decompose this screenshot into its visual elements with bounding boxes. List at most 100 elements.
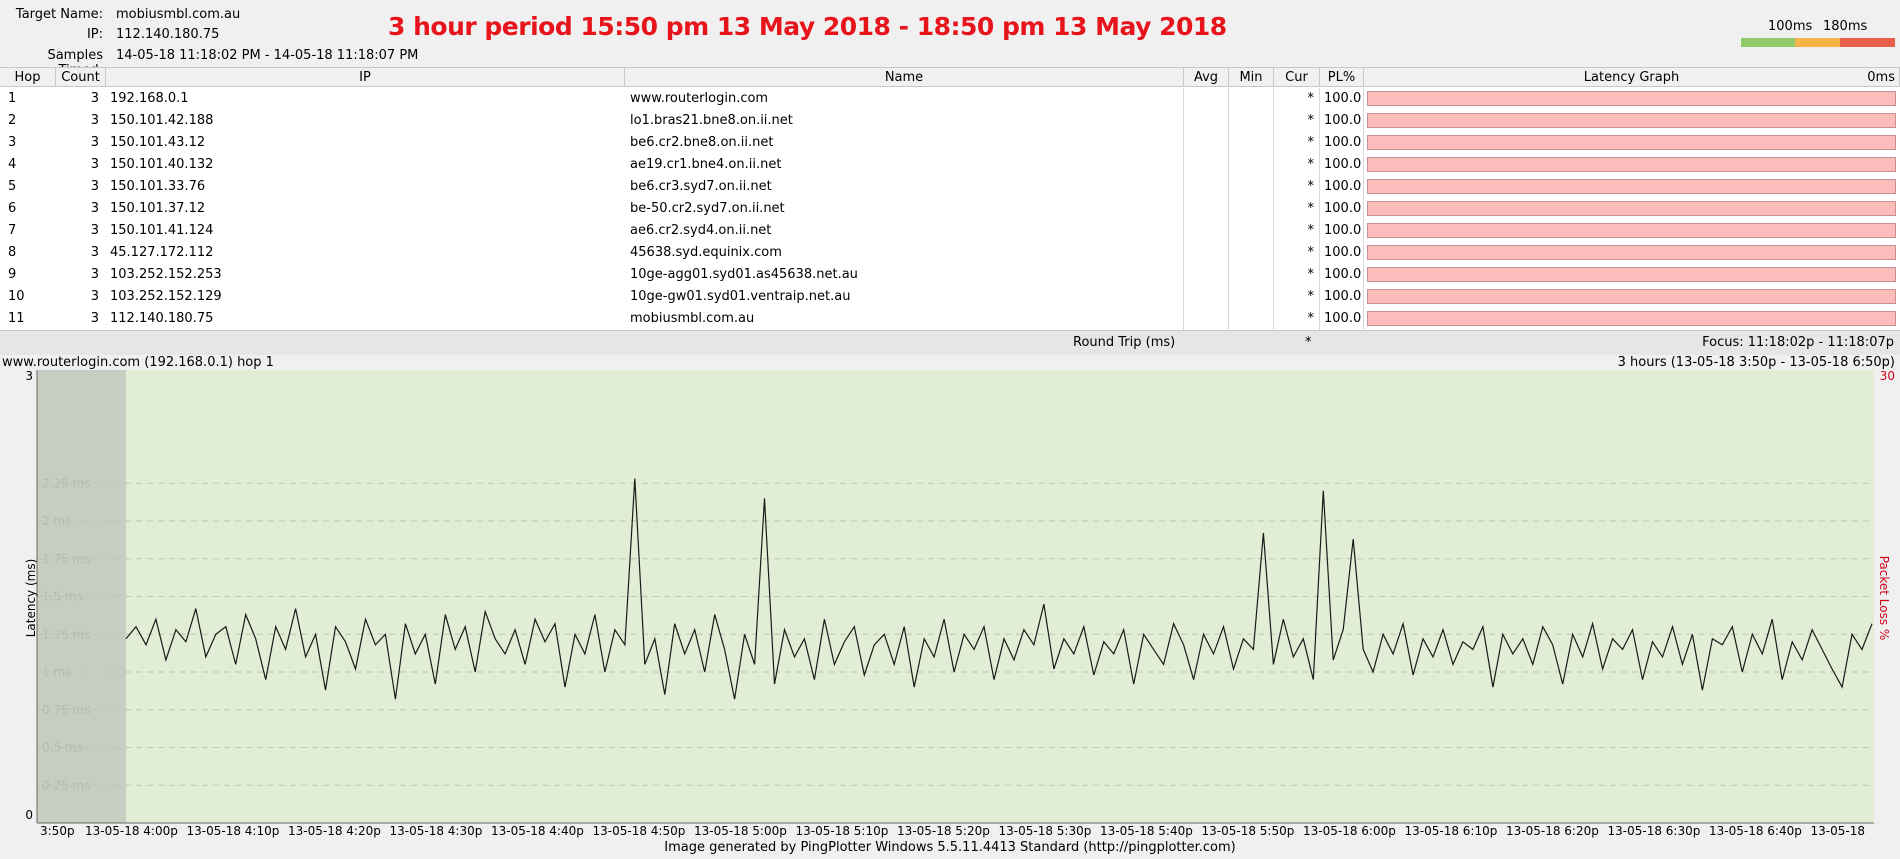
col-header-latency-graph[interactable]: Latency Graph 0ms [1364,67,1900,87]
latency-bar [1367,179,1896,194]
latency-graph-scale-0ms: 0ms [1867,70,1895,85]
table-row[interactable]: 5 3 150.101.33.76 be6.cr3.syd7.on.ii.net * 10… [0,176,1900,198]
cur-cell: * [1307,135,1315,150]
table-row[interactable]: 3 3 150.101.43.12 be6.cr2.bne8.on.ii.net * 10… [0,132,1900,154]
column-divider [1228,88,1229,330]
name-cell: be6.cr3.syd7.on.ii.net [630,179,772,194]
col-header-ip[interactable]: IP [106,67,625,87]
col-header-count[interactable]: Count [56,67,106,87]
count-cell: 3 [90,113,99,128]
latency-bar [1367,289,1896,304]
x-tick-label: 13-05-18 [1811,824,1865,838]
pl-cell: 100.0 [1324,245,1362,260]
graph-title-right: 3 hours (13-05-18 3:50p - 13-05-18 6:50p… [1617,355,1895,370]
y-tick-label: 2.25 ms [42,476,90,490]
latency-series-line [125,478,1873,700]
legend-bar-red [1840,38,1895,47]
hop-cell: 7 [8,223,17,238]
cur-cell: * [1307,113,1315,128]
count-cell: 3 [90,135,99,150]
latency-bar [1367,113,1896,128]
table-row[interactable]: 10 3 103.252.152.129 10ge-gw01.syd01.ventra… [0,286,1900,308]
legend-label-100ms: 100ms [1768,19,1813,34]
x-tick-label: 13-05-18 5:40p [1100,824,1193,838]
hop-cell: 6 [8,201,17,216]
ip-cell: 45.127.172.112 [110,245,214,260]
round-trip-label: Round Trip (ms) [1073,335,1176,350]
x-tick-label: 13-05-18 6:40p [1709,824,1802,838]
round-trip-cur: * [1305,335,1312,350]
y-tick-label: 1.75 ms [42,552,90,566]
ip-cell: 103.252.152.129 [110,289,222,304]
name-cell: mobiusmbl.com.au [630,311,755,326]
column-divider [1319,88,1320,330]
table-row[interactable]: 11 3 112.140.180.75 mobiusmbl.com.au * 100.0 [0,308,1900,330]
x-tick-label: 13-05-18 5:00p [694,824,787,838]
count-cell: 3 [90,267,99,282]
latency-graph-title: Latency Graph [1583,70,1680,85]
cur-cell: * [1307,289,1315,304]
col-header-name[interactable]: Name [625,67,1184,87]
col-header-cur[interactable]: Cur [1274,67,1320,87]
cur-cell: * [1307,157,1315,172]
pl-cell: 100.0 [1324,311,1362,326]
y-tick-label: 2 ms [42,514,71,528]
latency-bar [1367,223,1896,238]
column-divider [1363,88,1364,330]
ip-cell: 192.168.0.1 [110,91,189,106]
pl-cell: 100.0 [1324,201,1362,216]
name-cell: be6.cr2.bne8.on.ii.net [630,135,774,150]
table-row[interactable]: 2 3 150.101.42.188 lo1.bras21.bne8.on.ii.ne… [0,110,1900,132]
packet-loss-axis-title: Packet Loss % [1877,556,1891,641]
col-header-avg[interactable]: Avg [1184,67,1229,87]
pl-cell: 100.0 [1324,289,1362,304]
latency-chart[interactable]: 2.25 ms 2 ms 1.75 ms 1.5 ms 1.25 ms 1 ms 0.75 … [0,370,1900,840]
latency-bar [1367,157,1896,172]
table-row[interactable]: 8 3 45.127.172.112 45638.syd.equinix.com * 10… [0,242,1900,264]
x-tick-label: 13-05-18 4:40p [491,824,584,838]
col-header-min[interactable]: Min [1229,67,1274,87]
cur-cell: * [1307,223,1315,238]
ip-label: IP: [86,27,103,42]
ip-cell: 150.101.42.188 [110,113,214,128]
samples-timed-value: 14-05-18 11:18:02 PM - 14-05-18 11:18:07… [116,48,419,63]
ip-cell: 150.101.43.12 [110,135,206,150]
table-row[interactable]: 4 3 150.101.40.132 ae19.cr1.bne4.on.ii.net *… [0,154,1900,176]
col-header-hop[interactable]: Hop [0,67,56,87]
latency-bar [1367,135,1896,150]
packet-loss-max-label: 30 [1880,370,1895,383]
header-panel: Target Name: mobiusmbl.com.au IP: 112.14… [0,0,1900,78]
count-cell: 3 [90,245,99,260]
table-footer: Round Trip (ms) * Focus: 11:18:02p - 11:… [0,330,1900,355]
focus-range: Focus: 11:18:02p - 11:18:07p [1702,335,1894,350]
y-tick-label: 1.25 ms [42,627,90,641]
ip-cell: 150.101.41.124 [110,223,214,238]
count-cell: 3 [90,311,99,326]
hop-cell: 4 [8,157,17,172]
count-cell: 3 [90,223,99,238]
hop-cell: 1 [8,91,17,106]
col-header-pl[interactable]: PL% [1320,67,1364,87]
table-row[interactable]: 6 3 150.101.37.12 be-50.cr2.syd7.on.ii.net *… [0,198,1900,220]
graph-title-left: www.routerlogin.com (192.168.0.1) hop 1 [2,355,274,370]
cur-cell: * [1307,201,1315,216]
hop-cell: 2 [8,113,17,128]
count-cell: 3 [90,289,99,304]
x-tick-label: 13-05-18 4:10p [187,824,280,838]
table-row[interactable]: 7 3 150.101.41.124 ae6.cr2.syd4.on.ii.net * 1… [0,220,1900,242]
table-row[interactable]: 1 3 192.168.0.1 www.routerlogin.com * 100.0 [0,88,1900,110]
target-name-value: mobiusmbl.com.au [116,7,241,22]
hop-cell: 5 [8,179,17,194]
y-axis-title: Latency (ms) [24,559,38,638]
pl-cell: 100.0 [1324,267,1362,282]
latency-bar [1367,91,1896,106]
latency-bar [1367,201,1896,216]
name-cell: lo1.bras21.bne8.on.ii.net [630,113,793,128]
table-row[interactable]: 9 3 103.252.152.253 10ge-agg01.syd01.as4563… [0,264,1900,286]
target-name-label: Target Name: [15,7,103,22]
hop-cell: 8 [8,245,17,260]
pl-cell: 100.0 [1324,135,1362,150]
name-cell: ae6.cr2.syd4.on.ii.net [630,223,772,238]
x-tick-label: 13-05-18 6:20p [1506,824,1599,838]
y-tick-label: 1.5 ms [42,590,83,604]
